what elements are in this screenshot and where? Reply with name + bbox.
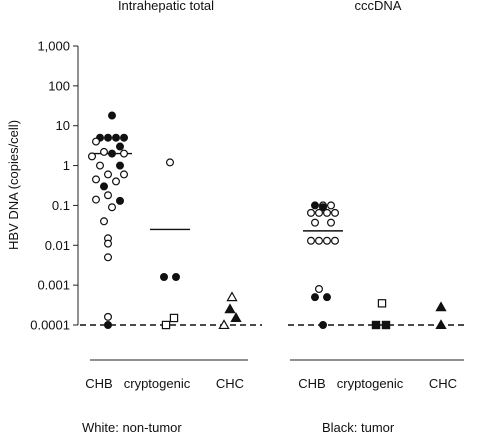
data-point-circle bbox=[115, 161, 124, 170]
data-point-circle bbox=[307, 236, 316, 245]
data-point-triangle bbox=[230, 312, 242, 323]
data-point-circle bbox=[323, 293, 332, 302]
data-point-circle bbox=[103, 312, 112, 321]
data-point-circle bbox=[327, 218, 336, 227]
y-tick-label: 0.01 bbox=[45, 238, 70, 253]
data-point-circle bbox=[103, 239, 112, 248]
data-point-circle bbox=[323, 236, 332, 245]
y-tick-label: 0.001 bbox=[37, 278, 70, 293]
data-point-circle bbox=[99, 182, 108, 191]
y-tick-label: 10 bbox=[56, 118, 70, 133]
data-point-circle bbox=[95, 161, 104, 170]
data-point-circle bbox=[91, 195, 100, 204]
y-ticks: 1,000 100 10 1 0.1 0.01 0.001 0.0001 bbox=[30, 39, 78, 333]
x-category-label: cryptogenic bbox=[124, 376, 191, 391]
x-category-label: CHB bbox=[85, 376, 112, 391]
y-tick-label: 0.0001 bbox=[30, 318, 70, 333]
data-point-triangle bbox=[218, 319, 230, 330]
y-tick-label: 100 bbox=[48, 78, 70, 93]
data-point-circle bbox=[331, 208, 340, 217]
x-category-label: CHB bbox=[298, 376, 325, 391]
x-category-labels: CHB cryptogenic CHC CHB cryptogenic CHC bbox=[85, 376, 457, 391]
data-point-circle bbox=[311, 201, 320, 210]
data-point-circle bbox=[111, 133, 120, 142]
data-point-circle bbox=[315, 285, 324, 294]
data-point-circle bbox=[319, 321, 328, 330]
data-point-triangle bbox=[435, 319, 447, 330]
data-point-circle bbox=[331, 236, 340, 245]
data-point-circle bbox=[111, 177, 120, 186]
data-point-circle bbox=[119, 170, 128, 179]
data-point-circle bbox=[103, 133, 112, 142]
legend-white-non-tumor: White: non-tumor bbox=[82, 420, 182, 433]
data-point-square bbox=[377, 299, 387, 308]
x-category-label: CHC bbox=[429, 376, 457, 391]
data-point-circle bbox=[107, 111, 116, 120]
data-point-circle bbox=[107, 149, 116, 158]
legend-black-tumor: Black: tumor bbox=[322, 420, 395, 433]
y-tick-label: 1 bbox=[63, 158, 70, 173]
data-point-circle bbox=[319, 203, 328, 212]
data-point-circle bbox=[103, 191, 112, 200]
x-category-label: CHC bbox=[216, 376, 244, 391]
y-tick-label: 1,000 bbox=[37, 39, 70, 54]
data-point-circle bbox=[87, 152, 96, 161]
data-point-circle bbox=[119, 149, 128, 158]
x-category-label: cryptogenic bbox=[337, 376, 404, 391]
y-axis-label: HBV DNA (copies/cell) bbox=[6, 120, 21, 250]
data-point-circle bbox=[160, 273, 169, 282]
data-point-circle bbox=[315, 236, 324, 245]
median-lines bbox=[92, 152, 343, 232]
data-point-circle bbox=[115, 142, 124, 151]
data-point-circle bbox=[103, 321, 112, 330]
data-point-circle bbox=[103, 253, 112, 262]
data-point-circle bbox=[107, 203, 116, 212]
data-point-circle bbox=[166, 158, 175, 167]
data-point-circle bbox=[103, 170, 112, 179]
data-point-circle bbox=[323, 208, 332, 217]
data-point-square bbox=[169, 313, 179, 323]
data-point-circle bbox=[327, 201, 336, 210]
y-tick-label: 0.1 bbox=[52, 198, 70, 213]
data-point-circle bbox=[99, 217, 108, 226]
data-point-square bbox=[371, 320, 381, 330]
data-point-circle bbox=[307, 208, 316, 217]
data-point-circle bbox=[119, 133, 128, 142]
data-point-circle bbox=[91, 175, 100, 184]
data-point-triangle bbox=[226, 291, 238, 302]
panel-title-cccdna: cccDNA bbox=[355, 0, 402, 13]
data-point-square bbox=[381, 320, 391, 330]
data-points bbox=[87, 111, 447, 330]
data-point-circle bbox=[99, 147, 108, 156]
data-point-circle bbox=[91, 137, 100, 146]
data-point-circle bbox=[315, 208, 324, 217]
data-point-circle bbox=[311, 218, 320, 227]
panel-title-intrahepatic-total: Intrahepatic total bbox=[118, 0, 214, 13]
data-point-circle bbox=[311, 293, 320, 302]
data-point-square bbox=[161, 320, 171, 330]
data-point-circle bbox=[115, 196, 124, 205]
data-point-circle bbox=[172, 273, 181, 282]
data-point-triangle bbox=[435, 301, 447, 312]
data-point-triangle bbox=[224, 303, 236, 314]
